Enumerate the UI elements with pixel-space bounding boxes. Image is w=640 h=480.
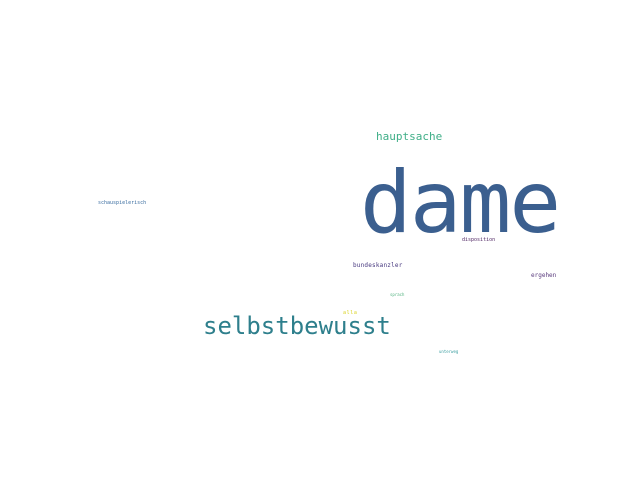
word-selbstbewusst: selbstbewusst — [203, 312, 391, 340]
word-schauspielerisch: schauspielerisch — [98, 200, 147, 206]
word-sprach: sprach — [390, 292, 405, 297]
word-bundeskanzler: bundeskanzler — [353, 262, 403, 269]
word-ergehen: ergehen — [531, 272, 557, 279]
word-hauptsache: hauptsache — [376, 130, 443, 143]
word-alla: alla — [343, 310, 358, 316]
word-unterweg: unterweg — [439, 349, 459, 354]
word-dame: dame — [360, 153, 561, 253]
word-disposition: disposition — [462, 237, 496, 243]
